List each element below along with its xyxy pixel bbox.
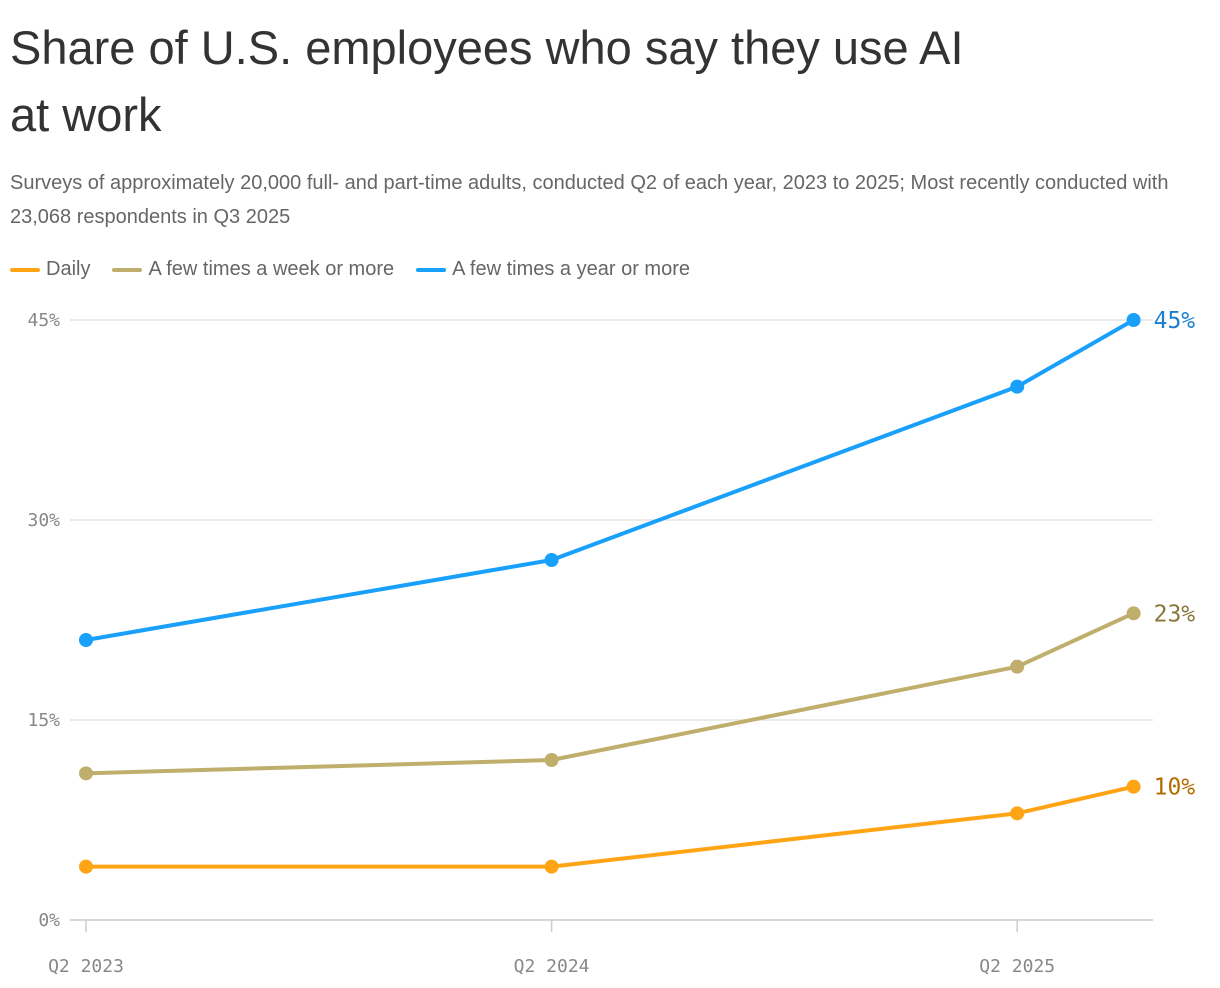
chart-subtitle: Surveys of approximately 20,000 full- an… [10,172,1169,228]
data-point [544,753,559,767]
data-point [1010,379,1025,394]
end-value-label: 23% [1154,601,1196,627]
legend: Daily A few times a week or more A few t… [10,258,690,281]
x-tick-label: Q2 2023 [48,956,124,977]
legend-item-daily: Daily [10,258,90,281]
legend-swatch [10,267,40,272]
data-point [79,633,93,647]
series-line [85,611,1135,776]
data-point [544,553,559,567]
data-point [79,859,93,874]
series-line [85,318,1135,642]
data-point [1126,313,1141,327]
data-point [544,859,559,874]
series-line [86,784,1135,869]
end-value-label: 45% [1154,308,1196,334]
x-tick-label: Q2 2025 [979,956,1055,977]
data-point [1126,779,1141,794]
data-point [1126,606,1141,621]
legend-swatch [112,267,143,272]
data-point [1010,806,1025,821]
y-tick-label: 30% [27,510,60,531]
legend-item-yearly: A few times a year or more [416,258,690,281]
y-tick-label: 15% [27,710,60,731]
x-tick-label: Q2 2024 [514,956,590,977]
y-tick-label: 45% [27,310,60,331]
legend-swatch [416,267,447,272]
chart-title: Share of U.S. employees who say they use… [10,21,964,141]
y-tick-label: 0% [38,910,60,931]
legend-item-weekly: A few times a week or more [112,258,394,281]
legend-label: Daily [46,258,91,280]
end-value-label: 10% [1154,775,1196,801]
legend-label: A few times a week or more [148,258,395,280]
legend-label: A few times a year or more [452,258,690,280]
data-point [79,766,93,781]
data-point [1010,659,1025,674]
